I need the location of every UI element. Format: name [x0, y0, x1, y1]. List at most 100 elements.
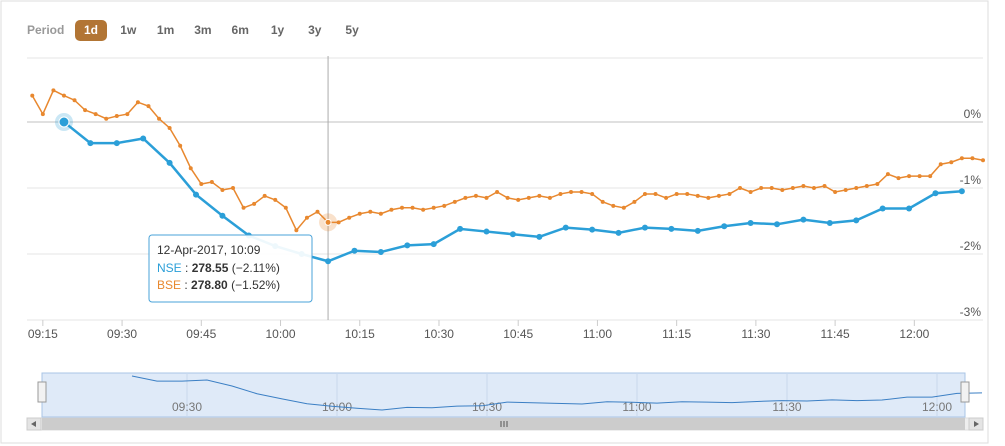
point	[632, 199, 637, 204]
point	[473, 193, 478, 198]
nav-label: 10:30	[472, 400, 502, 414]
point	[800, 216, 807, 223]
point	[430, 241, 437, 248]
point	[188, 166, 193, 171]
point	[579, 189, 584, 194]
point	[114, 114, 119, 119]
point	[981, 158, 985, 163]
point	[896, 176, 901, 181]
point	[442, 203, 447, 208]
range-button[interactable]: 6m	[232, 23, 249, 37]
point	[774, 221, 781, 228]
x-tick-label: 09:45	[186, 327, 216, 341]
point	[167, 125, 172, 130]
point	[219, 212, 226, 219]
tooltip-change: (−1.52%)	[228, 278, 280, 292]
point	[826, 219, 833, 226]
point	[790, 186, 795, 190]
point	[907, 174, 912, 179]
y-tick-label: -2%	[960, 239, 982, 253]
point	[230, 186, 235, 190]
point	[615, 229, 622, 236]
point	[509, 231, 516, 238]
range-button[interactable]: 5y	[345, 23, 359, 37]
point	[452, 199, 457, 204]
point	[674, 191, 679, 196]
y-tick-label: 0%	[964, 107, 982, 121]
point	[410, 205, 415, 210]
point	[72, 98, 77, 103]
point	[694, 227, 701, 234]
point	[854, 186, 859, 190]
point	[40, 112, 45, 117]
point	[125, 112, 130, 117]
x-tick-label: 10:00	[266, 327, 296, 341]
point	[368, 209, 373, 214]
scroll-left-arrow	[31, 421, 36, 427]
point	[377, 249, 384, 256]
point	[853, 217, 860, 224]
nav-label: 11:30	[772, 400, 801, 414]
range-button[interactable]: 3y	[308, 23, 322, 37]
point	[875, 182, 880, 187]
point	[220, 187, 225, 192]
point	[87, 140, 94, 147]
point	[483, 228, 490, 235]
point	[958, 188, 965, 195]
point	[589, 226, 596, 233]
range-button[interactable]: 3m	[194, 23, 211, 37]
point	[668, 225, 675, 232]
point	[706, 195, 711, 200]
hover-point	[324, 218, 332, 226]
point	[970, 156, 975, 161]
point	[600, 199, 605, 204]
range-button[interactable]: 1d	[84, 23, 98, 37]
x-tick-label: 12:00	[899, 327, 929, 341]
point	[833, 189, 838, 194]
point	[843, 187, 848, 192]
point	[457, 225, 464, 232]
point	[721, 223, 728, 230]
point	[685, 191, 690, 196]
tooltip: 12-Apr-2017, 10:09 NSE : 278.55 (−2.11%) B…	[148, 234, 313, 303]
tooltip-row: NSE : 278.55 (−2.11%)	[157, 261, 280, 275]
x-tick-label: 10:30	[424, 327, 454, 341]
tooltip-date: 12-Apr-2017, 10:09	[157, 243, 261, 257]
nav-label: 11:00	[622, 400, 651, 414]
point	[113, 140, 120, 147]
range-button[interactable]: 1w	[120, 23, 137, 37]
tooltip-row: BSE : 278.80 (−1.52%)	[157, 278, 280, 292]
point	[51, 88, 56, 93]
point	[653, 191, 658, 196]
tooltip-sep: :	[181, 278, 191, 292]
point	[928, 174, 933, 179]
point	[357, 211, 362, 216]
scroll-grip	[500, 421, 508, 427]
point	[695, 193, 700, 198]
point	[505, 195, 510, 200]
point	[801, 184, 806, 189]
point	[336, 220, 341, 225]
point	[727, 191, 732, 196]
range-button[interactable]: 1m	[157, 23, 174, 37]
point	[400, 205, 405, 210]
range-button[interactable]: 1y	[271, 23, 285, 37]
point	[463, 195, 468, 200]
point	[304, 215, 309, 220]
x-tick-label: 10:15	[345, 327, 375, 341]
nav-handle-left[interactable]	[37, 381, 47, 403]
tooltip-box	[148, 234, 313, 303]
tooltip-name: NSE	[157, 261, 182, 275]
point	[157, 116, 162, 121]
point	[864, 184, 869, 189]
point	[61, 93, 66, 98]
point	[769, 186, 774, 190]
point	[495, 189, 500, 194]
point	[547, 195, 552, 200]
point	[642, 191, 647, 196]
period-label: Period	[27, 23, 64, 37]
range-button-bg[interactable]	[75, 20, 107, 41]
nav-handle-right[interactable]	[960, 381, 970, 403]
nav-label: 09:30	[172, 400, 202, 414]
